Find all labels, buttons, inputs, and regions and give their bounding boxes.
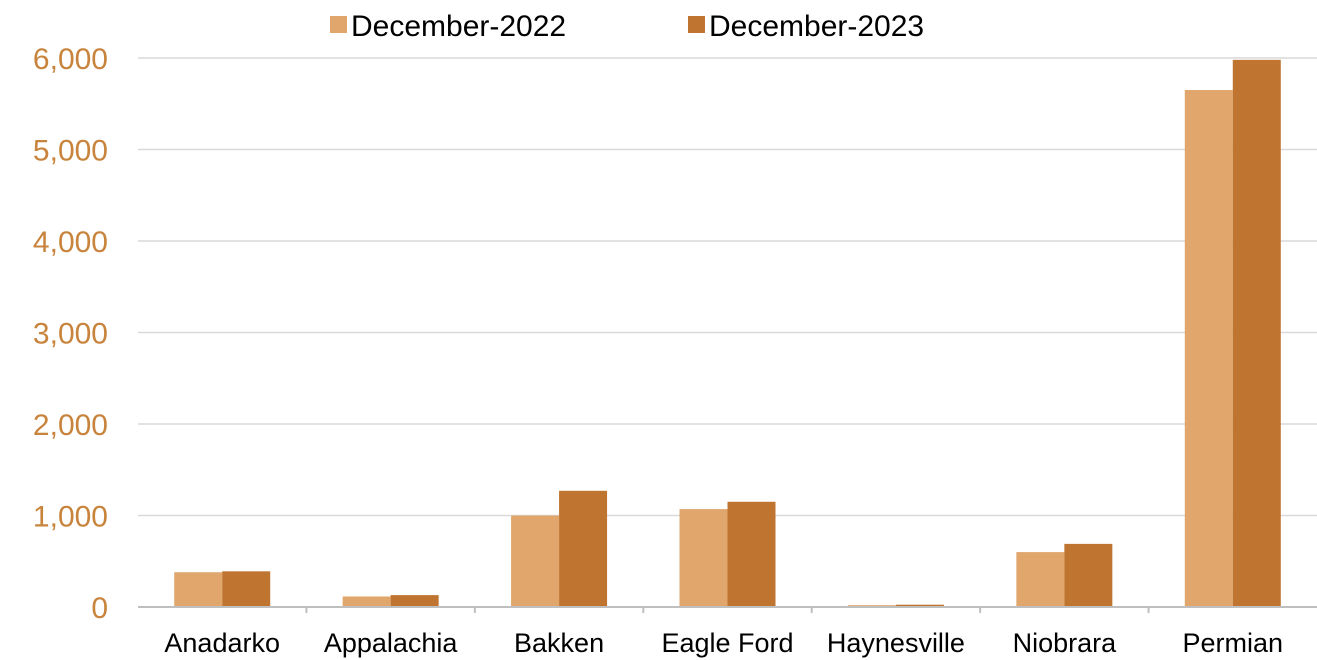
x-tick-label: Bakken [514,628,604,658]
bar-december-2023-niobrara [1064,543,1113,607]
y-tick-label: 3,000 [33,318,108,351]
x-tick-label: Anadarko [164,628,280,658]
legend-label: December-2022 [351,10,566,43]
x-tick-label: Permian [1183,628,1284,658]
bar-december-2022-permian [1184,90,1233,607]
gridlines [138,57,1317,517]
bar-december-2022-anadarko [174,572,223,607]
y-tick-label: 1,000 [33,501,108,534]
legend-label: December-2023 [709,10,924,43]
y-tick-label: 4,000 [33,226,108,259]
y-tick-label: 6,000 [33,43,108,76]
x-tick-label: Appalachia [324,628,459,658]
y-tick-label: 2,000 [33,409,108,442]
legend-swatch [688,16,705,33]
bar-december-2023-bakken [559,490,608,607]
bars [174,59,1281,607]
x-tick-label: Eagle Ford [661,628,793,658]
bar-december-2022-bakken [511,515,560,607]
legend: December-2022 December-2023 [330,10,924,43]
x-tick-label: Haynesville [827,628,965,658]
bar-december-2022-niobrara [1016,552,1065,607]
y-tick-label: 0 [91,592,108,625]
bar-december-2023-eagle-ford [727,501,776,607]
bar-december-2023-anadarko [222,571,271,607]
x-tick-label: Niobrara [1013,628,1118,658]
bar-december-2022-eagle-ford [679,509,728,607]
bar-december-2023-permian [1232,59,1281,607]
bar-december-2023-appalachia [390,595,439,607]
bar-december-2023-haynesville [895,604,944,607]
bar-december-2022-appalachia [342,596,391,607]
axes: 0 1,000 2,000 3,000 4,000 5,000 6,000 Anadarko A… [33,43,1317,658]
legend-swatch [330,16,347,33]
y-tick-label: 5,000 [33,135,108,168]
